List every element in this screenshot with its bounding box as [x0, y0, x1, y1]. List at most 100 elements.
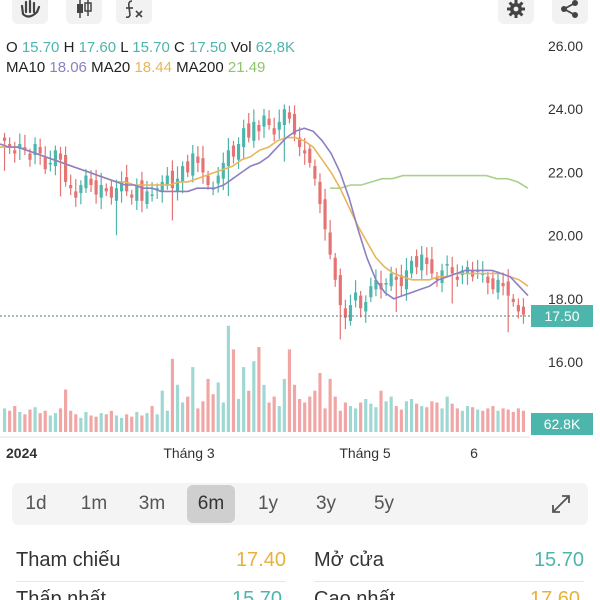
- x-label-may: Tháng 5: [339, 445, 391, 461]
- volume-bar: [445, 396, 449, 432]
- volume-bar: [292, 384, 297, 432]
- low-price-value: 15.70: [232, 588, 283, 600]
- volume-bar: [145, 413, 149, 432]
- volume-bar: [140, 415, 144, 432]
- range-1y[interactable]: 1y: [257, 493, 279, 514]
- x-label-march: Tháng 3: [163, 445, 215, 461]
- candle: [348, 294, 353, 326]
- indicator-icon: [125, 0, 143, 19]
- candle: [43, 146, 47, 174]
- volume-bar: [450, 403, 454, 432]
- volume-bar: [109, 410, 113, 432]
- volume-bar: [191, 367, 195, 432]
- candle: [191, 144, 195, 183]
- candle: [89, 170, 93, 192]
- settings-button[interactable]: [498, 0, 534, 24]
- volume-bar: [186, 396, 190, 432]
- price-chart[interactable]: 26.00 24.00 22.00 20.00 18.00 16.00 17.50 62.…: [0, 0, 600, 470]
- candle: [313, 159, 317, 186]
- volume-bar: [201, 401, 205, 432]
- range-1m[interactable]: 1m: [80, 493, 108, 514]
- volume-bar: [399, 409, 403, 432]
- range-6m[interactable]: 6m: [187, 485, 235, 523]
- volume-bar: [430, 401, 434, 432]
- volume-bar: [420, 406, 424, 432]
- candle: [155, 183, 159, 199]
- volume-tag-text: 62.8K: [544, 416, 581, 432]
- candle: [481, 261, 485, 283]
- range-5y[interactable]: 5y: [373, 493, 395, 514]
- volume-bar: [328, 378, 332, 432]
- candle: [201, 145, 205, 184]
- candle: [125, 164, 129, 197]
- volume-bar: [196, 408, 200, 432]
- volume-bar: [252, 361, 256, 432]
- ma20-value: 18.44: [134, 59, 172, 76]
- volume-bar: [38, 413, 42, 432]
- ma200-label: MA200: [176, 59, 224, 76]
- share-icon: [561, 0, 578, 18]
- candle: [343, 299, 347, 330]
- candle: [58, 146, 63, 197]
- volume-bar: [267, 402, 271, 432]
- stat-open: Mở cửa 15.70: [314, 546, 584, 582]
- low-price-label: Thấp nhất: [16, 588, 107, 600]
- y-tick-label: 22.00: [548, 164, 583, 180]
- volume-bar: [150, 406, 154, 432]
- range-1d[interactable]: 1d: [25, 493, 47, 514]
- candle: [69, 174, 73, 196]
- indicator-button[interactable]: [116, 0, 152, 24]
- volume-bar: [206, 378, 210, 432]
- volume-bar: [231, 349, 236, 432]
- x-label-june: 6: [470, 445, 478, 461]
- open-price-value: 15.70: [533, 549, 584, 571]
- volume-bar: [379, 390, 383, 432]
- candlestick-icon: [77, 0, 92, 18]
- candle: [38, 138, 42, 165]
- hand-tool-button[interactable]: [12, 0, 48, 24]
- volume-bar: [64, 389, 68, 432]
- candle: [48, 150, 52, 172]
- volume-bar: [384, 401, 388, 432]
- candle: [399, 264, 403, 296]
- volume-bar: [440, 408, 444, 432]
- volume-bar: [155, 414, 159, 432]
- candle: [33, 137, 37, 165]
- volume-bar: [501, 408, 505, 432]
- stats-row-2: Thấp nhất 15.70 Cao nhất 17.60: [0, 588, 600, 600]
- candle: [460, 265, 464, 285]
- volume-bar: [125, 414, 129, 432]
- expand-icon: [552, 495, 570, 513]
- last-price-tag: 17.50: [531, 305, 593, 327]
- share-button[interactable]: [552, 0, 588, 24]
- volume-bar: [491, 406, 495, 432]
- candle: [18, 133, 22, 161]
- volume-bar: [104, 414, 108, 432]
- candle: [506, 269, 510, 333]
- range-3m[interactable]: 3m: [138, 493, 166, 514]
- volume-bar: [333, 396, 337, 432]
- candle: [303, 137, 307, 165]
- fullscreen-button[interactable]: [546, 489, 576, 519]
- ma10-line: [0, 127, 529, 300]
- ma10-value: 18.06: [49, 59, 87, 76]
- y-tick-label: 16.00: [548, 354, 583, 370]
- candle: [119, 171, 124, 203]
- candle: [308, 143, 312, 168]
- volume-bar: [114, 415, 119, 432]
- low-label: L: [120, 39, 129, 56]
- volume-bar: [272, 396, 276, 432]
- volume-bar: [471, 407, 475, 432]
- volume-bar: [353, 408, 358, 432]
- volume-bar: [369, 403, 373, 432]
- high-price-label: Cao nhất: [314, 588, 396, 600]
- chart-type-button[interactable]: [66, 0, 102, 24]
- range-3y[interactable]: 3y: [315, 493, 337, 514]
- ma20-label: MA20: [91, 59, 131, 76]
- volume-bar: [28, 409, 32, 432]
- candle: [267, 110, 271, 130]
- candle: [236, 137, 241, 169]
- range-selector: 1d 1m 3m 6m 1y 3y 5y: [12, 483, 588, 525]
- candle: [175, 166, 180, 201]
- volume-bar: [2, 408, 7, 432]
